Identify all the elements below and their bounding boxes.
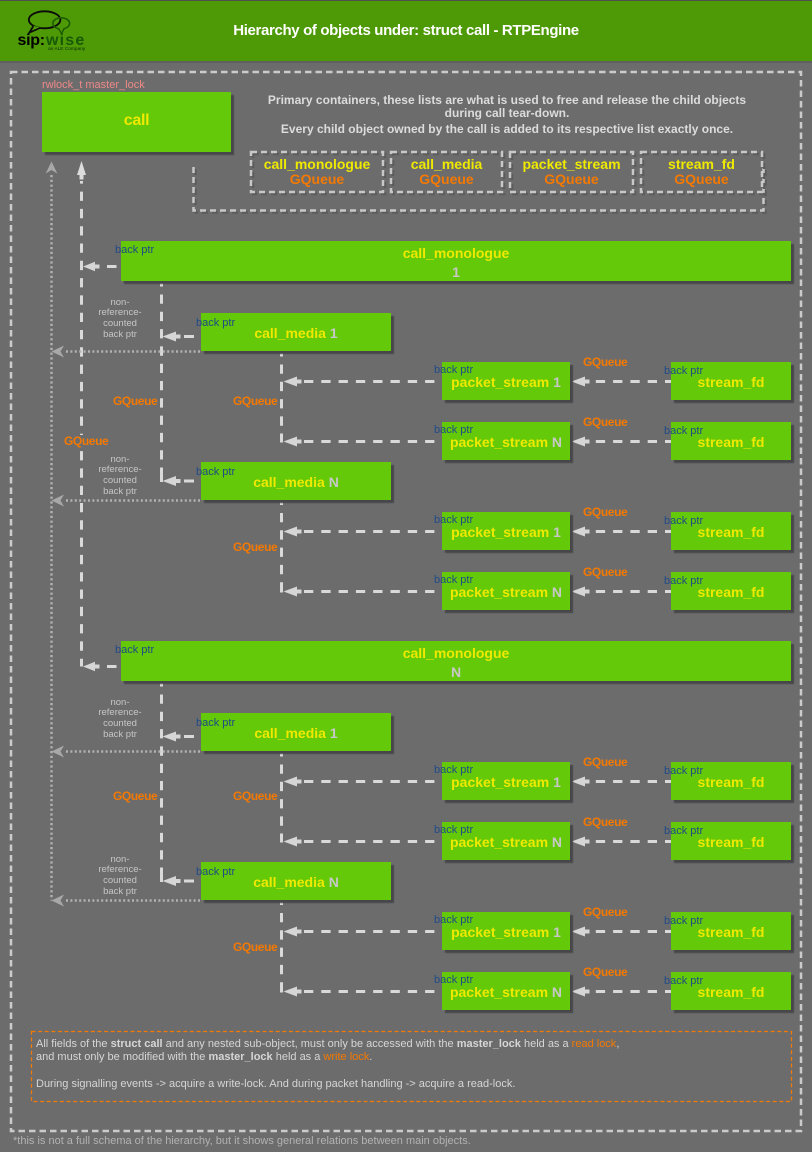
- svg-text:sip:: sip:: [18, 32, 45, 49]
- svg-text:an ALE Company: an ALE Company: [48, 46, 86, 52]
- svg-text:wise: wise: [45, 32, 86, 49]
